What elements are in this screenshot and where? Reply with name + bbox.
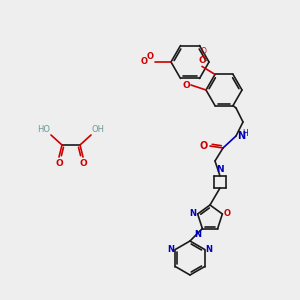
Text: N: N: [194, 230, 201, 238]
Text: O: O: [141, 58, 148, 67]
Text: O: O: [182, 80, 190, 89]
Text: O: O: [198, 56, 206, 65]
Text: N: N: [206, 245, 213, 254]
Text: OH: OH: [92, 125, 105, 134]
Text: N: N: [167, 245, 174, 254]
Text: O: O: [55, 159, 63, 168]
Text: O: O: [79, 159, 87, 168]
Text: H: H: [242, 128, 248, 137]
Text: O: O: [200, 141, 208, 151]
Text: O: O: [224, 209, 230, 218]
Text: N: N: [190, 209, 196, 218]
Text: N: N: [237, 131, 245, 141]
Text: HO: HO: [37, 125, 50, 134]
Text: O: O: [147, 52, 154, 61]
Text: N: N: [216, 165, 224, 174]
Text: O: O: [201, 47, 207, 56]
